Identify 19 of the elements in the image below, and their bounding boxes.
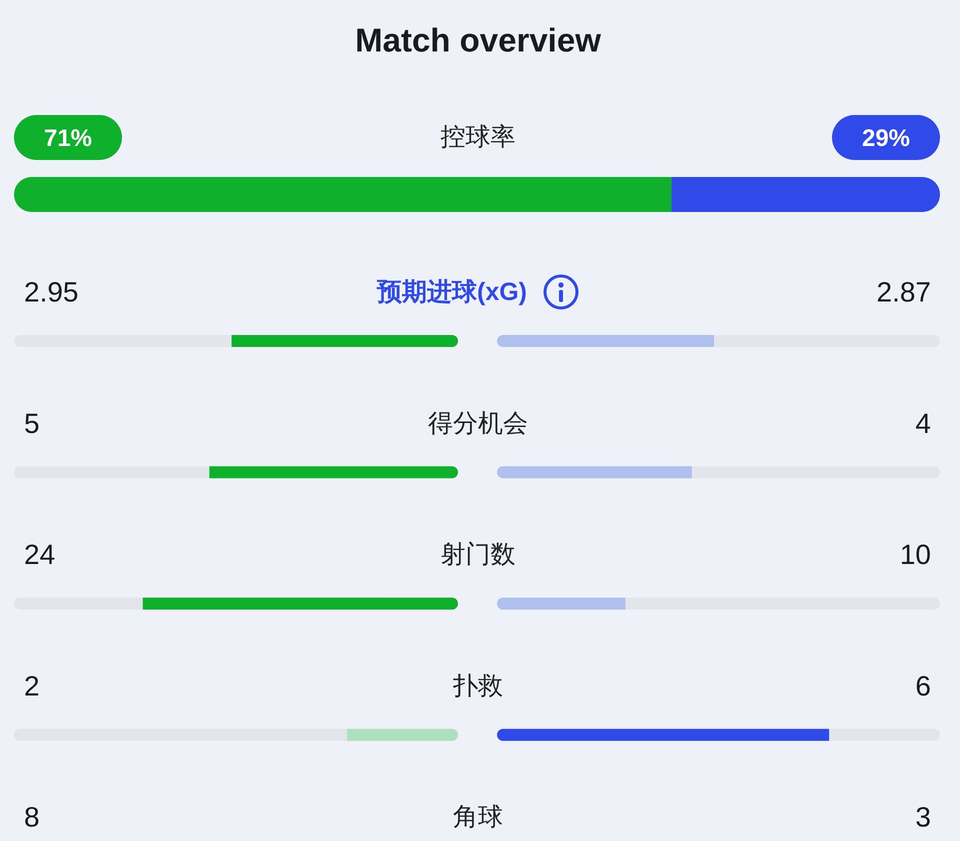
text: Match overview — [355, 22, 602, 58]
data-label: 24 — [24, 539, 56, 570]
data-label: 2 — [24, 670, 40, 702]
data-label: 6 — [915, 670, 931, 702]
data-label: 10 — [900, 539, 931, 570]
category-label: 控球率 — [440, 123, 516, 151]
data-label: 2.95 — [24, 276, 78, 308]
category-label: 扑救 — [452, 672, 503, 700]
data-label: 71% — [44, 125, 92, 152]
category-label: 预期进球(xG) — [376, 278, 527, 306]
data-label: 5 — [24, 408, 40, 439]
category-label: 得分机会 — [428, 409, 528, 438]
data-label: 8 — [24, 802, 40, 833]
category-label: 角球 — [453, 803, 503, 832]
data-label: 4 — [915, 408, 931, 439]
data-label: 29% — [862, 125, 910, 152]
data-label: 3 — [915, 802, 931, 833]
category-label: 射门数 — [440, 540, 516, 569]
data-label: 2.87 — [876, 276, 931, 308]
